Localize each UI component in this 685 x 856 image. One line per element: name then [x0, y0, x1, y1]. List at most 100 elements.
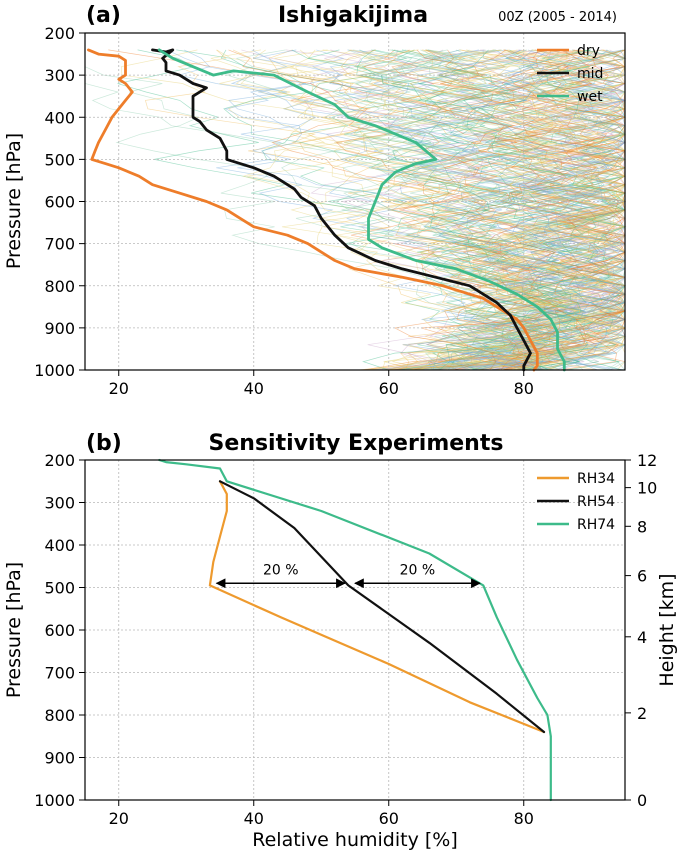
sounding-profile — [416, 49, 626, 371]
x-tick-label: 60 — [379, 809, 399, 828]
sounding-profile — [437, 49, 626, 371]
sounding-profile — [405, 49, 626, 371]
sounding-profile — [295, 49, 558, 371]
sounding-profile — [307, 49, 582, 371]
sounding-profile — [421, 49, 626, 371]
sounding-profile — [469, 49, 626, 371]
right-tick-label: 8 — [637, 517, 647, 536]
panel-b-grid — [85, 460, 625, 800]
series-line-dry — [87, 48, 539, 372]
sounding-profile — [401, 49, 626, 371]
panel-a: (a) Ishigakijima 00Z (2005 - 2014) 20 40 6… — [3, 3, 627, 398]
y-tick-label: 600 — [44, 193, 75, 212]
sounding-profile — [84, 49, 593, 371]
series-line-rh54 — [218, 480, 546, 734]
sounding-profile — [225, 49, 555, 371]
panel-b-y-axis-label: Pressure [hPa] — [3, 562, 25, 698]
sounding-profile — [447, 49, 626, 371]
x-tick-label: 40 — [244, 379, 264, 398]
difference-label: 20 % — [400, 562, 436, 578]
sounding-profile — [456, 49, 626, 371]
panel-b-right-axis-label: Height [km] — [656, 573, 678, 686]
sounding-profile — [443, 49, 626, 371]
panel-a-sounding-ensemble — [84, 49, 627, 371]
sounding-profile — [347, 49, 626, 371]
sounding-profile — [176, 49, 570, 371]
sounding-profile — [285, 49, 577, 371]
sounding-profile — [362, 49, 583, 371]
sounding-profile — [430, 49, 614, 371]
sounding-profile — [446, 49, 627, 371]
sounding-profile — [397, 49, 626, 371]
series-line-mid — [151, 48, 532, 372]
y-tick-label: 700 — [44, 664, 75, 683]
panel-a-title: Ishigakijima — [278, 3, 428, 28]
sounding-profile — [344, 49, 561, 371]
y-tick-label: 700 — [44, 235, 75, 254]
legend-label-rh74: RH74 — [577, 517, 615, 533]
right-tick-label: 4 — [637, 628, 647, 647]
sounding-profile — [492, 49, 626, 371]
panel-b-x-axis-label: Relative humidity [%] — [252, 829, 457, 851]
sounding-profile — [353, 49, 583, 371]
y-tick-label: 900 — [44, 319, 75, 338]
sounding-profile — [347, 49, 626, 371]
panel-a-y-axis: 200 300 400 500 600 700 800 900 1000 — [34, 24, 85, 380]
sounding-profile — [370, 49, 627, 371]
sounding-profile — [489, 49, 627, 371]
sounding-profile — [388, 49, 571, 371]
sounding-profile — [381, 49, 623, 371]
sounding-profile — [343, 49, 587, 371]
sounding-profile — [389, 49, 627, 371]
series-line-rh34 — [208, 480, 546, 734]
sounding-profile — [274, 49, 627, 371]
difference-label: 20 % — [263, 562, 299, 578]
sounding-profile — [228, 49, 626, 371]
sounding-profile — [368, 49, 584, 371]
sounding-profile — [281, 49, 626, 371]
legend-label-dry: dry — [577, 43, 600, 59]
sounding-profile — [310, 49, 626, 371]
panel-b-right-axis: 12 10 8 6 4 2 0 — [625, 451, 657, 810]
panel-a-series — [87, 48, 566, 372]
sounding-profile — [503, 49, 627, 371]
panel-b-series — [158, 458, 552, 802]
sounding-profile — [311, 49, 626, 371]
sounding-profile — [283, 49, 563, 371]
sounding-profile — [423, 49, 627, 371]
panel-a-x-axis: 20 40 60 80 — [109, 370, 534, 398]
sounding-profile — [384, 49, 554, 371]
legend-label-mid: mid — [577, 66, 603, 82]
panel-a-y-axis-label: Pressure [hPa] — [3, 133, 25, 269]
sounding-profile — [397, 49, 626, 371]
sounding-profile — [382, 49, 626, 371]
legend-label-rh34: RH34 — [577, 471, 615, 487]
x-tick-label: 40 — [244, 809, 264, 828]
y-tick-label: 300 — [44, 66, 75, 85]
sounding-profile — [518, 49, 626, 371]
sounding-profile — [484, 49, 626, 371]
sounding-profile — [322, 49, 600, 371]
sounding-profile — [340, 49, 627, 371]
y-tick-label: 300 — [44, 494, 75, 513]
sounding-profile — [496, 49, 626, 371]
right-tick-label: 2 — [637, 704, 647, 723]
x-tick-label: 20 — [109, 809, 129, 828]
y-tick-label: 400 — [44, 536, 75, 555]
sounding-profile — [429, 49, 626, 371]
sounding-profile — [498, 49, 626, 371]
sounding-profile — [271, 49, 580, 371]
sounding-profile — [144, 49, 577, 371]
sounding-profile — [399, 49, 626, 371]
x-tick-label: 60 — [379, 379, 399, 398]
panel-b-y-axis: 200 300 400 500 600 700 800 900 1000 — [34, 451, 85, 810]
sounding-profile — [460, 49, 626, 371]
right-tick-label: 0 — [637, 791, 647, 810]
sounding-profile — [430, 49, 626, 371]
sounding-profile — [454, 49, 626, 371]
sounding-profile — [502, 49, 626, 371]
y-tick-label: 900 — [44, 749, 75, 768]
x-tick-label: 80 — [514, 379, 534, 398]
sounding-profile — [416, 49, 626, 371]
legend-label-rh54: RH54 — [577, 494, 615, 510]
